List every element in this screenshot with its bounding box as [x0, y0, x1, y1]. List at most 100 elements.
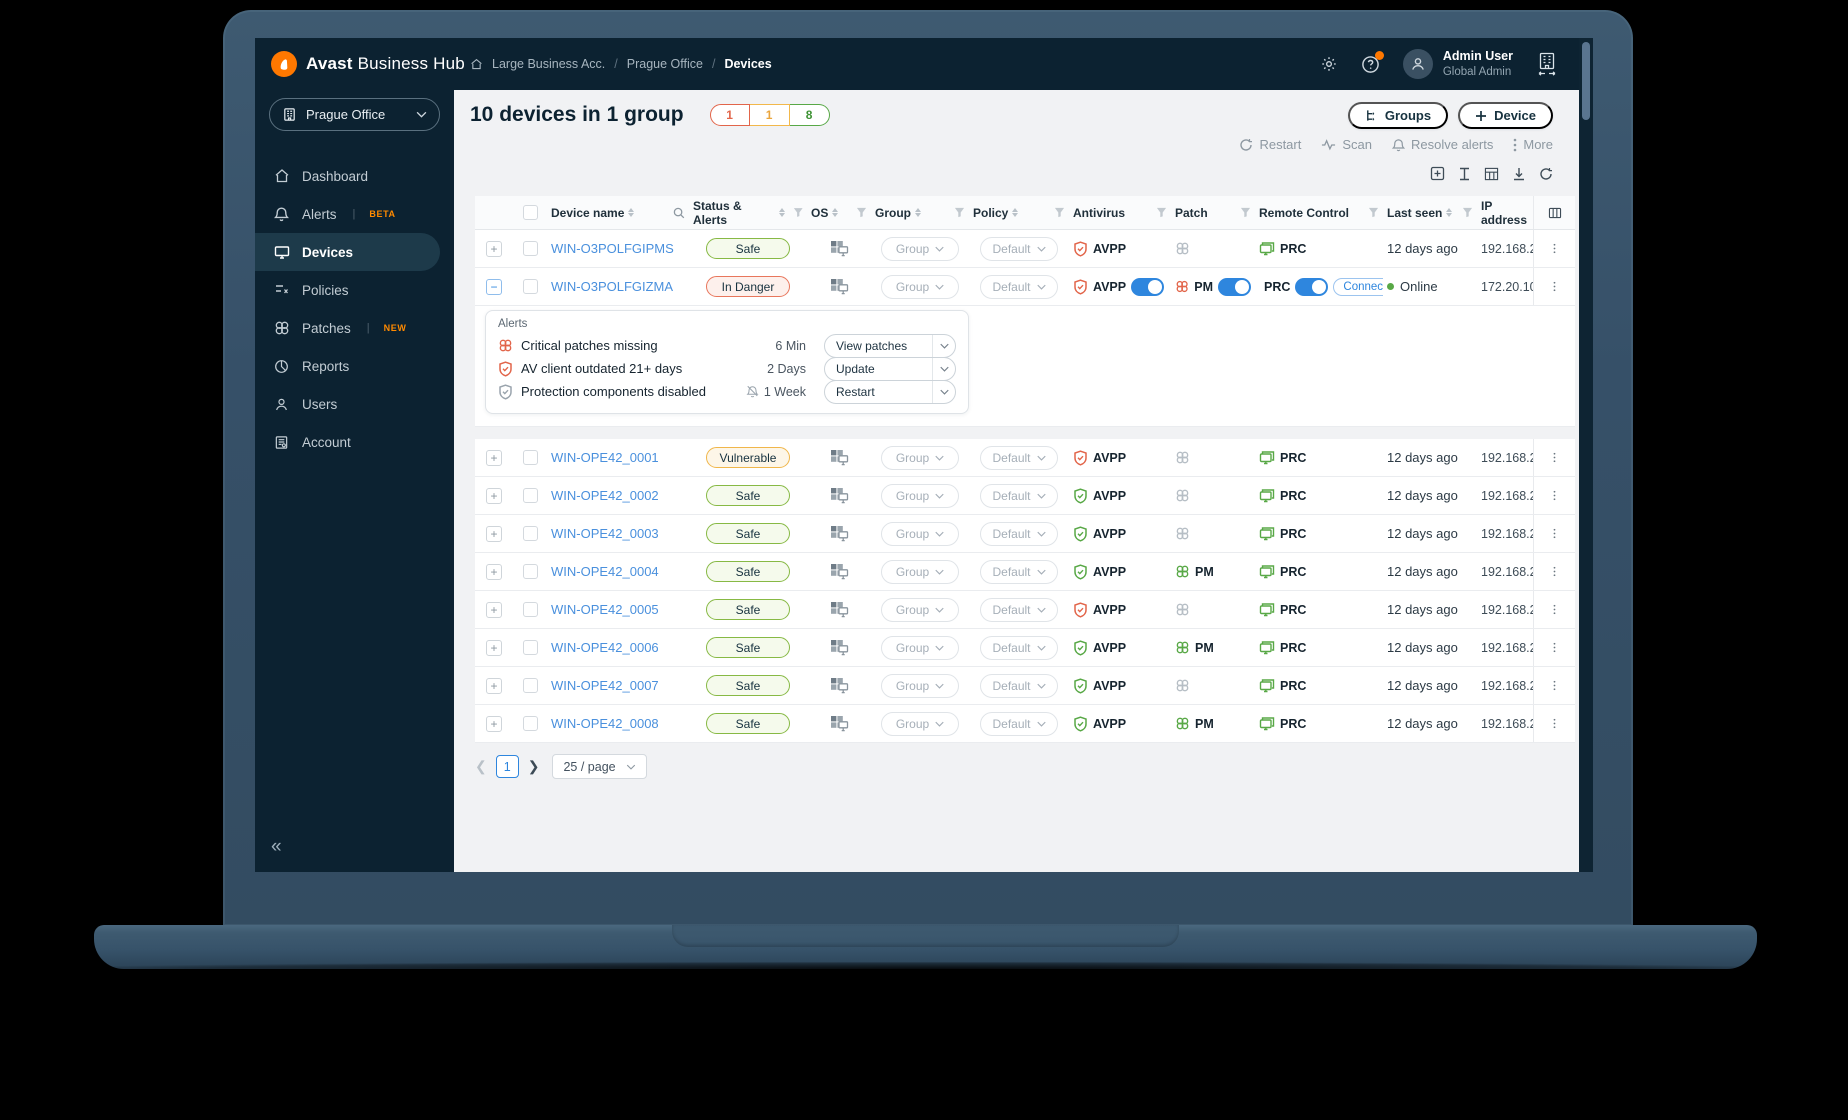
sort-icon[interactable] — [628, 208, 635, 217]
more-action[interactable]: More — [1513, 137, 1553, 152]
row-expander[interactable]: − — [486, 278, 502, 295]
sidebar-item-reports[interactable]: Reports — [255, 347, 440, 385]
row-checkbox[interactable] — [522, 241, 538, 256]
home-icon[interactable] — [469, 57, 483, 71]
settings-gear-icon[interactable] — [1319, 54, 1339, 74]
row-expander[interactable]: + — [486, 677, 502, 694]
sort-icon[interactable] — [915, 208, 921, 217]
row-checkbox[interactable] — [522, 678, 538, 693]
device-count-green[interactable]: 8 — [789, 104, 830, 126]
column-header[interactable]: Device name — [547, 206, 689, 220]
antivirus-toggle[interactable] — [1131, 277, 1165, 296]
row-menu-button[interactable] — [1553, 489, 1556, 502]
filter-funnel-icon[interactable] — [1462, 207, 1473, 218]
device-name-link[interactable]: WIN-OPE42_0004 — [551, 564, 659, 579]
filter-funnel-icon[interactable] — [954, 207, 965, 218]
row-checkbox[interactable] — [522, 488, 538, 503]
row-checkbox[interactable] — [522, 716, 538, 731]
resolve-alerts-action[interactable]: Resolve alerts — [1392, 137, 1493, 152]
column-header[interactable]: Antivirus — [1069, 206, 1171, 220]
row-expander[interactable]: + — [486, 563, 502, 580]
filter-funnel-icon[interactable] — [1368, 207, 1379, 218]
device-name-link[interactable]: WIN-OPE42_0005 — [551, 602, 659, 617]
row-menu-button[interactable] — [1553, 641, 1556, 654]
device-name-link[interactable]: WIN-O3POLFGIPMS — [551, 241, 674, 256]
row-menu-button[interactable] — [1553, 717, 1556, 730]
group-select[interactable]: Group — [881, 597, 959, 622]
device-name-link[interactable]: WIN-OPE42_0001 — [551, 450, 659, 465]
filter-funnel-icon[interactable] — [1156, 207, 1167, 218]
row-expander[interactable]: + — [486, 639, 502, 656]
group-select[interactable]: Group — [881, 274, 959, 299]
group-select[interactable]: Group — [881, 483, 959, 508]
row-menu-button[interactable] — [1553, 527, 1556, 540]
patch-toggle[interactable] — [1218, 277, 1251, 296]
column-header[interactable]: Policy — [969, 206, 1069, 220]
column-header[interactable]: Remote Control — [1255, 206, 1383, 220]
row-checkbox[interactable] — [522, 450, 538, 465]
row-expander[interactable]: + — [486, 240, 502, 257]
policy-select[interactable]: Default — [980, 236, 1058, 261]
refresh-icon[interactable] — [1539, 167, 1553, 181]
sidebar-item-account[interactable]: Account — [255, 423, 440, 461]
group-select[interactable]: Group — [881, 559, 959, 584]
chevron-down-icon[interactable] — [932, 380, 955, 403]
filter-funnel-icon[interactable] — [793, 207, 803, 218]
page-next-button[interactable]: ❯ — [527, 758, 540, 774]
column-header[interactable]: Group — [871, 206, 969, 220]
row-checkbox[interactable] — [522, 640, 538, 655]
device-name-link[interactable]: WIN-OPE42_0006 — [551, 640, 659, 655]
groups-button[interactable]: Groups — [1347, 102, 1449, 129]
policy-select[interactable]: Default — [980, 711, 1058, 736]
column-header[interactable]: Status & Alerts — [689, 199, 807, 227]
column-header[interactable]: Last seen — [1383, 206, 1477, 220]
sidebar-item-users[interactable]: Users — [255, 385, 440, 423]
policy-select[interactable]: Default — [980, 521, 1058, 546]
row-expander[interactable]: + — [486, 525, 502, 542]
policy-select[interactable]: Default — [980, 559, 1058, 584]
row-checkbox[interactable] — [522, 602, 538, 617]
column-header[interactable]: Patch — [1171, 206, 1255, 220]
page-prev-button[interactable]: ❮ — [475, 758, 487, 774]
policy-select[interactable]: Default — [980, 635, 1058, 660]
device-name-link[interactable]: WIN-O3POLFGIZMA — [551, 279, 674, 294]
row-expander[interactable]: + — [486, 601, 502, 618]
device-count-amber[interactable]: 1 — [749, 104, 790, 126]
search-icon[interactable] — [673, 207, 685, 219]
group-select[interactable]: Group — [881, 711, 959, 736]
group-select[interactable]: Group — [881, 521, 959, 546]
group-select[interactable]: Group — [881, 445, 959, 470]
chevron-down-icon[interactable] — [932, 357, 955, 380]
sidebar-item-devices[interactable]: Devices — [255, 233, 440, 271]
breadcrumb-item[interactable]: Devices — [724, 57, 772, 71]
device-name-link[interactable]: WIN-OPE42_0003 — [551, 526, 659, 541]
breadcrumb-item[interactable]: Prague Office — [626, 57, 703, 71]
page-scrollbar[interactable] — [1579, 38, 1593, 872]
page-size-select[interactable]: 25 / page — [552, 754, 647, 779]
policy-select[interactable]: Default — [980, 483, 1058, 508]
row-checkbox[interactable] — [522, 564, 538, 579]
chevron-down-icon[interactable] — [932, 334, 955, 357]
sort-icon[interactable] — [778, 208, 785, 217]
row-height-icon[interactable] — [1458, 167, 1471, 181]
add-device-button[interactable]: Device — [1458, 102, 1553, 129]
device-name-link[interactable]: WIN-OPE42_0002 — [551, 488, 659, 503]
row-expander[interactable]: + — [486, 715, 502, 732]
breadcrumb-item[interactable]: Large Business Acc. — [492, 57, 606, 71]
filter-funnel-icon[interactable] — [856, 207, 867, 218]
filter-funnel-icon[interactable] — [1054, 207, 1065, 218]
filter-funnel-icon[interactable] — [1240, 207, 1251, 218]
sort-icon[interactable] — [1446, 208, 1453, 217]
download-icon[interactable] — [1512, 167, 1526, 181]
row-menu-button[interactable] — [1553, 679, 1556, 692]
page-number[interactable]: 1 — [495, 755, 519, 778]
user-info[interactable]: Admin User Global Admin — [1443, 49, 1513, 79]
scan-action[interactable]: Scan — [1321, 137, 1372, 152]
alert-action-button[interactable]: Update — [824, 356, 956, 381]
sidebar-item-alerts[interactable]: Alerts | BETA — [255, 195, 440, 233]
row-expander[interactable]: + — [486, 449, 502, 466]
row-expander[interactable]: + — [486, 487, 502, 504]
row-menu-button[interactable] — [1553, 242, 1556, 255]
org-switcher-icon[interactable] — [1535, 51, 1559, 77]
row-menu-button[interactable] — [1553, 565, 1556, 578]
